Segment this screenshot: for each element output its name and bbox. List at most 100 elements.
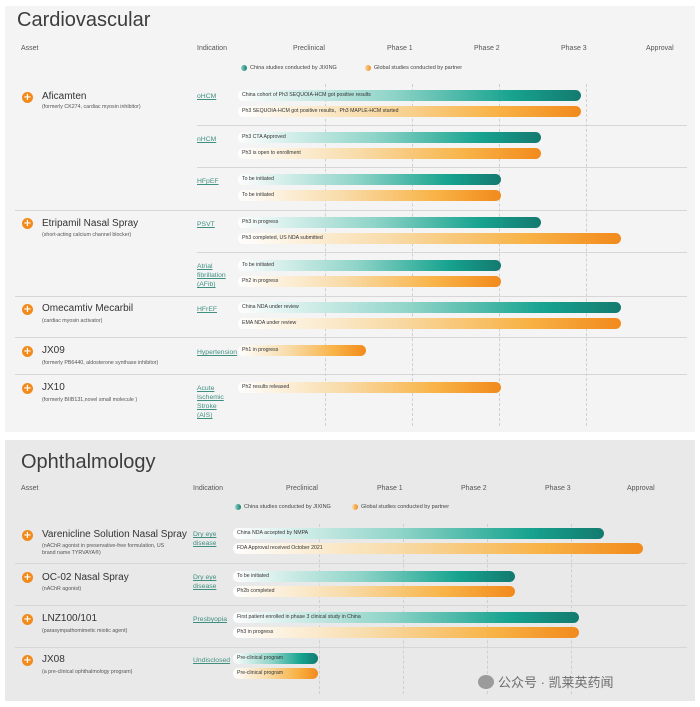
pipeline-bar-china: Ph3 CTA Approved (238, 132, 541, 143)
legend-china: China studies conducted by JIXING (235, 504, 331, 510)
pipeline-bar-china: To be initiated (238, 174, 501, 185)
legend-china-label: China studies conducted by JIXING (244, 504, 331, 510)
pipeline-bar-global: Pre-clinical program (233, 668, 318, 679)
expand-plus-icon[interactable]: + (22, 383, 33, 394)
row-separator (15, 605, 687, 606)
grid-line (499, 84, 500, 426)
grid-line (571, 524, 572, 694)
asset-name: LNZ100/101 (42, 613, 98, 624)
indication-link-ais[interactable]: Acute Ischemic Stroke (AIS) (197, 385, 224, 419)
indication-link-hfref[interactable]: HFrEF (197, 306, 218, 313)
pipeline-bar-global: Ph3 completed, US NDA submitted (238, 233, 621, 244)
cardiovascular-panel: Cardiovascular Asset Indication Preclini… (5, 6, 695, 432)
row-separator (15, 374, 687, 375)
asset-name: JX10 (42, 382, 65, 393)
header-preclinical: Preclinical (286, 485, 318, 492)
header-phase2: Phase 2 (474, 45, 500, 52)
asset-subtitle: (nAChR agonist) (42, 586, 82, 592)
legend-teal-dot-icon (241, 65, 247, 71)
pipeline-bar-global: Ph2b completed (233, 586, 515, 597)
row-separator (197, 125, 687, 126)
legend-global-label: Global studies conducted by partner (361, 504, 450, 510)
indication-link-afib[interactable]: Atrial fibrillation (AFib) (197, 263, 226, 288)
header-phase1: Phase 1 (377, 485, 403, 492)
legend-global: Global studies conducted by partner (352, 504, 449, 510)
asset-name: Omecamtiv Mecarbil (42, 303, 134, 314)
pipeline-bar-china: China NDA accepted by NMPA (233, 528, 604, 539)
indication-link-nhcm[interactable]: nHCM (197, 136, 217, 143)
asset-subtitle: (cardiac myosin activator) (42, 318, 103, 324)
expand-plus-icon[interactable]: + (22, 304, 33, 315)
indication-link-presbyopia[interactable]: Presbyopia (193, 616, 228, 623)
expand-plus-icon[interactable]: + (22, 92, 33, 103)
indication-link-dry-eye[interactable]: Dry eye disease (193, 574, 217, 590)
row-separator (197, 252, 687, 253)
indication-link-hfpef[interactable]: HFpEF (197, 178, 219, 185)
asset-subtitle: (short-acting calcium channel blocker) (42, 232, 132, 238)
pipeline-bar-global: To be initiated (238, 190, 501, 201)
legend-global-label: Global studies conducted by partner (374, 65, 463, 71)
wechat-icon (478, 674, 494, 689)
legend-orange-dot-icon (365, 65, 371, 71)
pipeline-bar-china: Ph3 in progress (238, 217, 541, 228)
grid-line (319, 524, 320, 694)
expand-plus-icon[interactable]: + (22, 572, 33, 583)
pipeline-bar-china: First patient enrolled in phase 3 clinic… (233, 612, 579, 623)
row-separator (15, 296, 687, 297)
grid-line (412, 84, 413, 426)
asset-name: JX09 (42, 345, 65, 356)
indication-link-dry-eye[interactable]: Dry eye disease (193, 531, 217, 547)
legend-china-label: China studies conducted by JIXING (250, 65, 337, 71)
grid-line (586, 84, 587, 426)
expand-plus-icon[interactable]: + (22, 346, 33, 357)
indication-link-undisclosed[interactable]: Undisclosed (193, 657, 231, 664)
asset-subtitle: (parasympathomimetic miotic agent) (42, 628, 128, 634)
header-phase3: Phase 3 (545, 485, 571, 492)
legend-orange-dot-icon (352, 504, 358, 510)
asset-subtitle: (nAChR agonist in preservative-free form… (42, 543, 165, 549)
indication-link-hypertension[interactable]: Hypertension (197, 349, 238, 356)
pipeline-bar-global: Ph3 SEQUOIA-HCM got positive results、Ph3… (238, 106, 581, 117)
pipeline-bar-global: Ph2 in progress (238, 276, 501, 287)
expand-plus-icon[interactable]: + (22, 655, 33, 666)
section-title-ophthalmology: Ophthalmology (21, 451, 156, 473)
pipeline-bar-global: EMA NDA under review (238, 318, 621, 329)
pipeline-bar-china: Pre-clinical program (233, 653, 318, 664)
asset-name: Etripamil Nasal Spray (42, 218, 139, 229)
row-separator (197, 167, 687, 168)
asset-name: Aficamten (42, 91, 87, 102)
grid-line (403, 524, 404, 694)
legend-global: Global studies conducted by partner (365, 65, 462, 71)
row-separator (15, 563, 687, 564)
header-indication: Indication (197, 45, 227, 52)
pipeline-bar-china: To be initiated (233, 571, 515, 582)
section-title-cardiovascular: Cardiovascular (17, 9, 151, 31)
pipeline-bar-china: To be initiated (238, 260, 501, 271)
pipeline-bar-global: FDA Approval received October 2021 (233, 543, 643, 554)
indication-link-psvt[interactable]: PSVT (197, 221, 215, 228)
pipeline-bar-china: China cohort of Ph3 SEQUOIA-HCM got posi… (238, 90, 581, 101)
expand-plus-icon[interactable]: + (22, 614, 33, 625)
row-separator (15, 337, 687, 338)
ophthalmology-panel: Ophthalmology Asset Indication Preclinic… (5, 440, 695, 701)
header-approval: Approval (627, 485, 655, 492)
legend-china: China studies conducted by JIXING (241, 65, 337, 71)
pipeline-bar-global: Ph3 is open to enrollment (238, 148, 541, 159)
header-indication: Indication (193, 485, 223, 492)
row-separator (15, 647, 687, 648)
pipeline-bar-china: China NDA under review (238, 302, 621, 313)
header-asset: Asset (21, 485, 39, 492)
asset-name: JX08 (42, 654, 65, 665)
legend-teal-dot-icon (235, 504, 241, 510)
indication-link-ohcm[interactable]: oHCM (197, 93, 217, 100)
header-phase3: Phase 3 (561, 45, 587, 52)
watermark-text: 公众号 · 凯莱英药闻 (498, 675, 614, 690)
row-separator (15, 210, 687, 211)
grid-line (325, 84, 326, 426)
expand-plus-icon[interactable]: + (22, 218, 33, 229)
header-approval: Approval (646, 45, 674, 52)
pipeline-bar-global: Ph2 results released (238, 382, 501, 393)
expand-plus-icon[interactable]: + (22, 530, 33, 541)
asset-subtitle: brand name TYRVAYA®) (42, 550, 101, 556)
watermark: 公众号 · 凯莱英药闻 (478, 672, 614, 691)
